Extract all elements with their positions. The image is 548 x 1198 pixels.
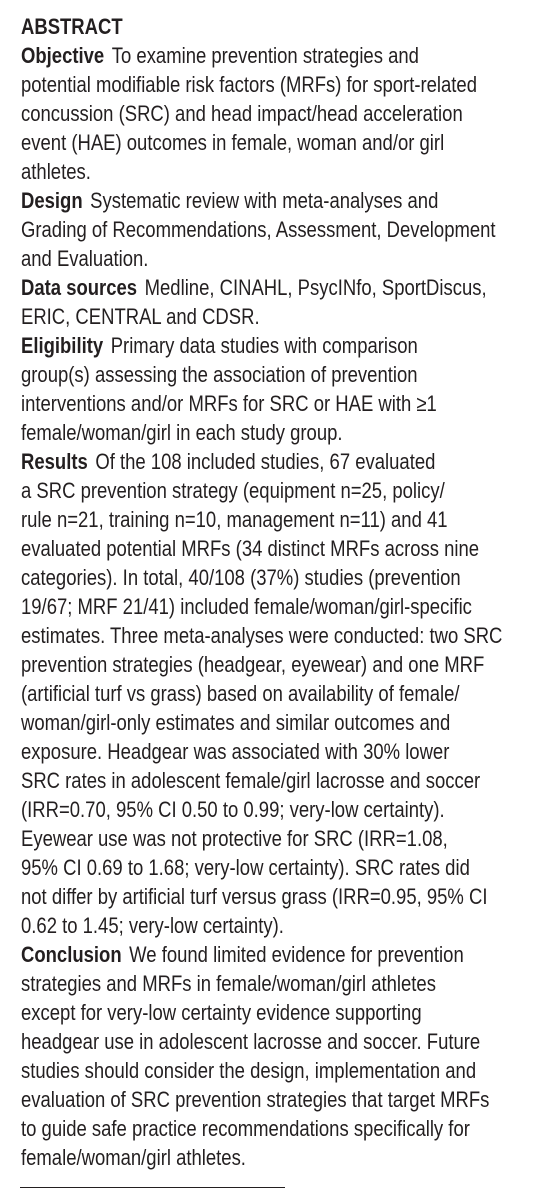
- section-text: Systematic review with meta-analyses and: [90, 188, 439, 213]
- section-text: group(s) assessing the association of pr…: [21, 362, 418, 387]
- section-text: evaluation of SRC prevention strategies …: [21, 1087, 490, 1112]
- section-text: interventions and/or MRFs for SRC or HAE…: [21, 391, 437, 416]
- text-line: (artificial turf vs grass) based on avai…: [21, 679, 502, 708]
- text-line: and Evaluation.: [21, 244, 502, 273]
- text-line: Grading of Recommendations, Assessment, …: [21, 215, 502, 244]
- section-text: prevention strategies (headgear, eyewear…: [21, 652, 485, 677]
- text-line: ERIC, CENTRAL and CDSR.: [21, 302, 502, 331]
- section-text: rule n=21, training n=10, management n=1…: [21, 507, 448, 532]
- section-text: (artificial turf vs grass) based on avai…: [21, 681, 460, 706]
- text-line: Results Of the 108 included studies, 67 e…: [21, 447, 502, 476]
- text-line: SRC rates in adolescent female/girl lacr…: [21, 766, 502, 795]
- text-line: 95% CI 0.69 to 1.68; very-low certainty)…: [21, 853, 502, 882]
- section-heading: Eligibility: [21, 333, 104, 358]
- text-line: headgear use in adolescent lacrosse and …: [21, 1027, 502, 1056]
- section-text: event (HAE) outcomes in female, woman an…: [21, 130, 445, 155]
- section-heading: Objective: [21, 43, 105, 68]
- text-line: evaluation of SRC prevention strategies …: [21, 1085, 502, 1114]
- section-heading: Design: [21, 188, 83, 213]
- text-line: Eyewear use was not protective for SRC (…: [21, 824, 502, 853]
- text-line: potential modifiable risk factors (MRFs)…: [21, 70, 502, 99]
- abstract-title: ABSTRACT: [21, 14, 123, 39]
- section-text: Grading of Recommendations, Assessment, …: [21, 217, 496, 242]
- text-line: rule n=21, training n=10, management n=1…: [21, 505, 502, 534]
- section-text: a SRC prevention strategy (equipment n=2…: [21, 478, 445, 503]
- text-line: exposure. Headgear was associated with 3…: [21, 737, 502, 766]
- section-text: We found limited evidence for prevention: [129, 942, 464, 967]
- text-line: Conclusion We found limited evidence for …: [21, 940, 502, 969]
- section-text: 95% CI 0.69 to 1.68; very-low certainty)…: [21, 855, 470, 880]
- section-text: ERIC, CENTRAL and CDSR.: [21, 304, 260, 329]
- section-text: Eyewear use was not protective for SRC (…: [21, 826, 448, 851]
- text-line: to guide safe practice recommendations s…: [21, 1114, 502, 1143]
- section-text: Of the 108 included studies, 67 evaluate…: [95, 449, 436, 474]
- section-text: exposure. Headgear was associated with 3…: [21, 739, 450, 764]
- section-text: 19/67; MRF 21/41) included female/woman/…: [21, 594, 472, 619]
- text-line: estimates. Three meta-analyses were cond…: [21, 621, 502, 650]
- section-text: SRC rates in adolescent female/girl lacr…: [21, 768, 481, 793]
- section-text: female/woman/girl athletes.: [21, 1145, 246, 1170]
- section-text: potential modifiable risk factors (MRFs)…: [21, 72, 478, 97]
- section-heading: Conclusion: [21, 942, 122, 967]
- text-line: a SRC prevention strategy (equipment n=2…: [21, 476, 502, 505]
- text-line: interventions and/or MRFs for SRC or HAE…: [21, 389, 502, 418]
- text-line: group(s) assessing the association of pr…: [21, 360, 502, 389]
- text-line: Data sources Medline, CINAHL, PsycINfo, S…: [21, 273, 502, 302]
- text-line: athletes.: [21, 157, 502, 186]
- text-line: female/woman/girl in each study group.: [21, 418, 502, 447]
- abstract: ABSTRACT Objective To examine prevention …: [21, 12, 502, 1172]
- text-line: Design Systematic review with meta-analys…: [21, 186, 502, 215]
- section-text: headgear use in adolescent lacrosse and …: [21, 1029, 481, 1054]
- text-line: except for very-low certainty evidence s…: [21, 998, 502, 1027]
- text-line: (IRR=0.70, 95% CI 0.50 to 0.99; very-low…: [21, 795, 502, 824]
- footnote-rule: [20, 1187, 285, 1188]
- text-line: woman/girl-only estimates and similar ou…: [21, 708, 502, 737]
- section-text: female/woman/girl in each study group.: [21, 420, 343, 445]
- text-line: strategies and MRFs in female/woman/girl…: [21, 969, 502, 998]
- section-text: except for very-low certainty evidence s…: [21, 1000, 422, 1025]
- section-text: 0.62 to 1.45; very-low certainty).: [21, 913, 284, 938]
- text-line: categories). In total, 40/108 (37%) stud…: [21, 563, 502, 592]
- section-text: and Evaluation.: [21, 246, 149, 271]
- section-text: studies should consider the design, impl…: [21, 1058, 477, 1083]
- section-text: Medline, CINAHL, PsycINfo, SportDiscus,: [144, 275, 487, 300]
- section-text: woman/girl-only estimates and similar ou…: [21, 710, 451, 735]
- text-line: female/woman/girl athletes.: [21, 1143, 502, 1172]
- section-text: estimates. Three meta-analyses were cond…: [21, 623, 503, 648]
- section-text: concussion (SRC) and head impact/head ac…: [21, 101, 463, 126]
- section-text: to guide safe practice recommendations s…: [21, 1116, 470, 1141]
- text-line: event (HAE) outcomes in female, woman an…: [21, 128, 502, 157]
- text-line: evaluated potential MRFs (34 distinct MR…: [21, 534, 502, 563]
- section-text: To examine prevention strategies and: [111, 43, 419, 68]
- section-text: not differ by artificial turf versus gra…: [21, 884, 488, 909]
- text-line: 0.62 to 1.45; very-low certainty).: [21, 911, 502, 940]
- section-text: evaluated potential MRFs (34 distinct MR…: [21, 536, 480, 561]
- text-line: studies should consider the design, impl…: [21, 1056, 502, 1085]
- section-text: Primary data studies with comparison: [110, 333, 418, 358]
- text-line: Eligibility Primary data studies with com…: [21, 331, 502, 360]
- section-heading: Data sources: [21, 275, 138, 300]
- text-line: not differ by artificial turf versus gra…: [21, 882, 502, 911]
- text-line: concussion (SRC) and head impact/head ac…: [21, 99, 502, 128]
- section-text: athletes.: [21, 159, 91, 184]
- section-heading: Results: [21, 449, 88, 474]
- text-line: 19/67; MRF 21/41) included female/woman/…: [21, 592, 502, 621]
- section-text: strategies and MRFs in female/woman/girl…: [21, 971, 436, 996]
- section-text: (IRR=0.70, 95% CI 0.50 to 0.99; very-low…: [21, 797, 445, 822]
- text-line: Objective To examine prevention strategie…: [21, 41, 502, 70]
- section-text: categories). In total, 40/108 (37%) stud…: [21, 565, 461, 590]
- text-line: prevention strategies (headgear, eyewear…: [21, 650, 502, 679]
